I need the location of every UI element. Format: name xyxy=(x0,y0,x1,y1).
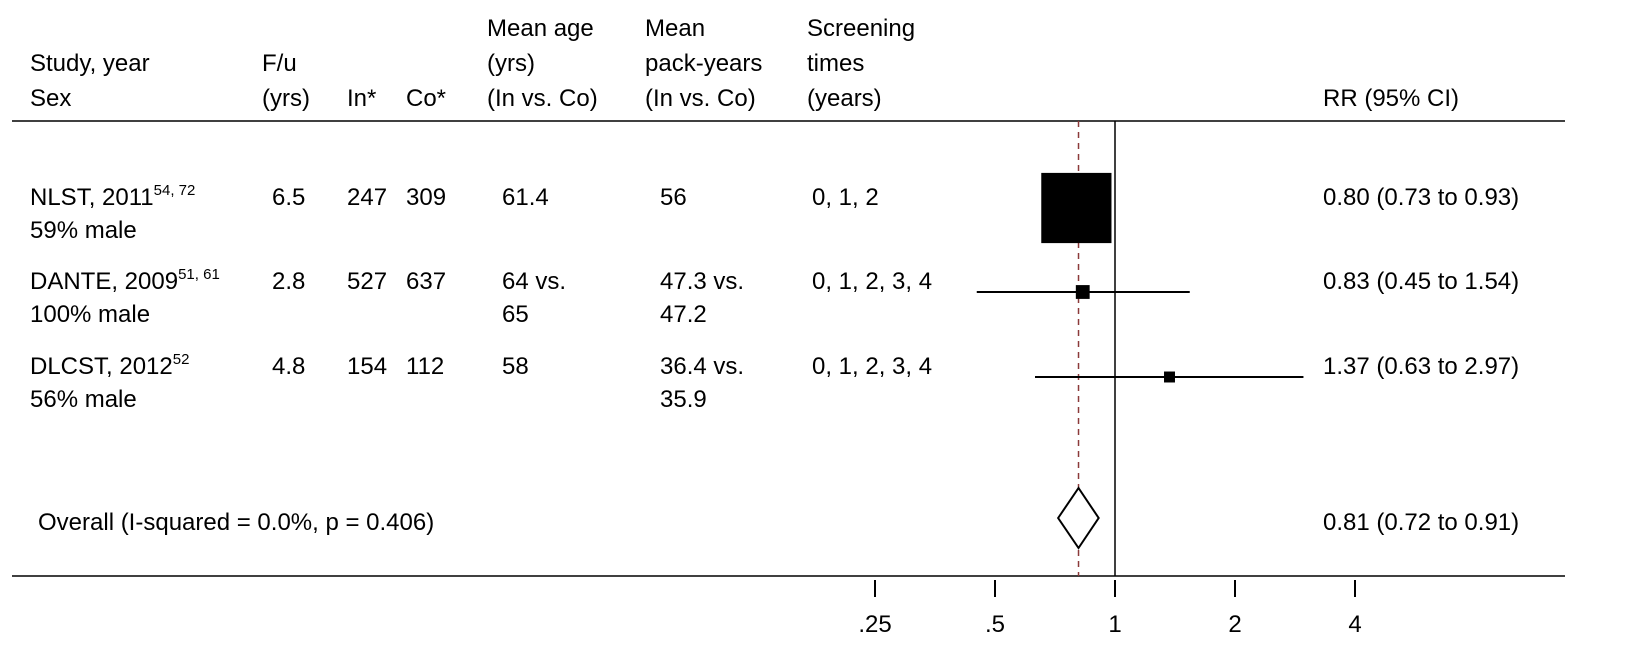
study-sex: 59% male xyxy=(30,217,137,244)
column-header: Study, year xyxy=(30,50,150,77)
cell: 58 xyxy=(502,353,529,380)
study-name: DLCST, 201252 xyxy=(30,351,189,380)
study-refs: 54, 72 xyxy=(154,182,196,199)
column-header: (In vs. Co) xyxy=(645,85,756,112)
rr-label: 0.80 (0.73 to 0.93) xyxy=(1323,184,1519,211)
cell: 2.8 xyxy=(272,268,305,295)
column-header: Co* xyxy=(406,85,446,112)
study-name: DANTE, 2009 xyxy=(30,268,178,295)
cell: 61.4 xyxy=(502,184,549,211)
column-header: In* xyxy=(347,85,376,112)
study-sex: 100% male xyxy=(30,301,150,328)
cell: 4.8 xyxy=(272,353,305,380)
column-header: F/u xyxy=(262,50,297,77)
x-tick-label: .5 xyxy=(985,611,1005,638)
estimate-box xyxy=(1164,371,1175,383)
estimate-box xyxy=(1075,285,1090,299)
study-refs: 51, 61 xyxy=(178,266,220,283)
cell: 154 xyxy=(347,353,387,380)
column-header: (In vs. Co) xyxy=(487,85,598,112)
cell: 64 vs. xyxy=(502,268,566,295)
cell: 309 xyxy=(406,184,446,211)
study-sex: 56% male xyxy=(30,386,137,413)
column-header: (yrs) xyxy=(262,85,310,112)
cell: 56 xyxy=(660,184,687,211)
cell: 247 xyxy=(347,184,387,211)
cell: 527 xyxy=(347,268,387,295)
cell: 637 xyxy=(406,268,446,295)
study-name: NLST, 2011 xyxy=(30,184,154,211)
column-header: (yrs) xyxy=(487,50,535,77)
cell: 47.3 vs. xyxy=(660,268,744,295)
estimate-box xyxy=(1041,172,1112,244)
study-refs: 52 xyxy=(173,351,190,368)
cell: 47.2 xyxy=(660,301,707,328)
x-tick-label: 1 xyxy=(1108,611,1121,638)
cell: 0, 1, 2, 3, 4 xyxy=(812,353,932,380)
cell: 6.5 xyxy=(272,184,305,211)
column-header: Mean age xyxy=(487,15,594,42)
study-name: NLST, 201154, 72 xyxy=(30,182,195,211)
study-name: DANTE, 200951, 61 xyxy=(30,266,220,295)
column-header: (years) xyxy=(807,85,882,112)
cell: 112 xyxy=(406,353,444,380)
column-header: times xyxy=(807,50,864,77)
cell: 36.4 vs. xyxy=(660,353,744,380)
rr-label: 0.83 (0.45 to 1.54) xyxy=(1323,268,1519,295)
cell: 65 xyxy=(502,301,529,328)
column-header: RR (95% CI) xyxy=(1323,85,1459,112)
overall-diamond xyxy=(1056,486,1100,550)
column-header: Screening xyxy=(807,15,915,42)
x-tick-label: 4 xyxy=(1348,611,1361,638)
cell: 0, 1, 2 xyxy=(812,184,879,211)
x-tick-label: 2 xyxy=(1228,611,1241,638)
rr-label: 1.37 (0.63 to 2.97) xyxy=(1323,353,1519,380)
column-header: Mean xyxy=(645,15,705,42)
rr-label: 0.81 (0.72 to 0.91) xyxy=(1323,509,1519,536)
cell: 35.9 xyxy=(660,386,707,413)
column-header: pack-years xyxy=(645,50,762,77)
column-header: Sex xyxy=(30,85,71,112)
cell: 0, 1, 2, 3, 4 xyxy=(812,268,932,295)
overall-label: Overall (I-squared = 0.0%, p = 0.406) xyxy=(38,509,434,536)
x-tick-label: .25 xyxy=(858,611,891,638)
study-name: DLCST, 2012 xyxy=(30,353,173,380)
